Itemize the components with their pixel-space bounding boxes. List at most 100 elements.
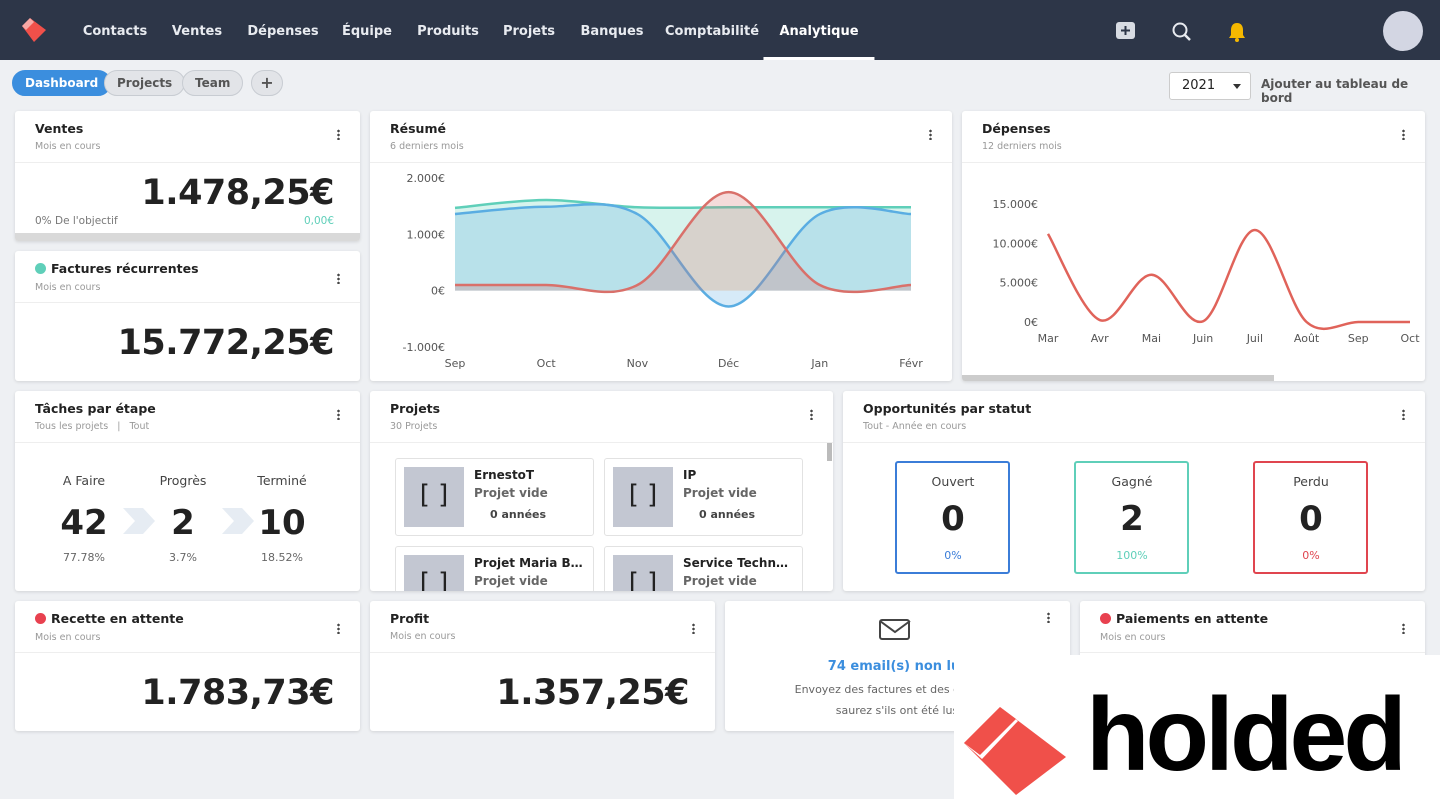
nav-item[interactable]: Analytique — [763, 0, 875, 60]
tab[interactable]: + — [251, 70, 283, 96]
card-subtitle: Tous les projets — [35, 421, 109, 432]
email-text: Envoyez des factures et des devis pa — [794, 683, 1000, 696]
taches-card: Tâches par étape Tous les projets | Tout … — [15, 391, 360, 591]
stage-count: 42 — [60, 503, 108, 543]
stage-label: Terminé — [257, 473, 307, 488]
card-title: Opportunités par statut — [863, 401, 1032, 416]
filter[interactable]: Tout — [129, 421, 150, 432]
scrollbar — [827, 443, 832, 461]
amount: 15.772,25€ — [117, 323, 335, 363]
card-subtitle: 12 derniers mois — [982, 141, 1062, 152]
year-select[interactable]: 2021 — [1169, 72, 1251, 100]
area — [455, 199, 911, 291]
project-thumb: [ ] — [613, 555, 673, 591]
x-tick-label: Sep — [445, 357, 466, 370]
avatar[interactable] — [1383, 11, 1423, 51]
scrollbar — [962, 375, 1274, 381]
projets-card: Projets 30 Projets [ ] ErnestoT Projet vide… — [370, 391, 833, 591]
status-count: 0 — [1299, 499, 1323, 539]
objective-value: 0,00€ — [303, 215, 334, 227]
project-thumb: [ ] — [613, 467, 673, 527]
tab[interactable]: Dashboard — [12, 70, 112, 96]
search-icon[interactable] — [1171, 21, 1193, 43]
logo-overlay: holded — [954, 655, 1440, 799]
line — [455, 190, 912, 294]
status-box: Ouvert 0 0% — [895, 461, 1010, 574]
status-box: Perdu 0 0% — [1253, 461, 1368, 574]
menu[interactable] — [929, 129, 932, 140]
stage-label: A Faire — [62, 473, 106, 488]
project-item[interactable]: [ ] Projet Maria B… Projet vide — [395, 546, 594, 591]
card-title: Résumé — [390, 121, 446, 136]
line — [1046, 228, 1410, 330]
x-tick-label: Mai — [1142, 332, 1161, 345]
menu[interactable] — [1402, 129, 1405, 140]
project-name: Projet Maria B… — [474, 556, 583, 570]
card-title: Factures récurrentes — [51, 261, 199, 276]
depenses-card: Dépenses 12 derniers mois 15.000€ 10.000€ 5… — [962, 111, 1425, 381]
nav-item[interactable]: Contacts — [82, 24, 148, 39]
status-box: Gagné 2 100% — [1074, 461, 1189, 574]
menu[interactable] — [1402, 623, 1405, 634]
nav-item[interactable]: Banques — [580, 24, 644, 39]
x-tick-label: Déc — [718, 357, 739, 370]
project-status: Projet vide — [474, 486, 548, 500]
card-title: Tâches par étape — [35, 401, 156, 416]
project-item[interactable]: [ ] ErnestoT Projet vide 0 années — [395, 458, 594, 536]
nav-item[interactable]: Produits — [417, 24, 479, 39]
project-name: ErnestoT — [474, 468, 535, 482]
holded-logo-icon — [964, 707, 1066, 795]
email-count[interactable]: 74 email(s) non lu( — [827, 659, 967, 674]
y-tick-label: 0€ — [431, 285, 445, 298]
menu[interactable] — [337, 409, 340, 420]
status-pct: 0% — [944, 549, 962, 562]
x-tick-label: Avr — [1091, 332, 1109, 345]
card-title: Ventes — [35, 121, 84, 136]
menu[interactable] — [1402, 409, 1405, 420]
card-title: Profit — [390, 611, 430, 626]
status-count: 2 — [1120, 499, 1144, 539]
notifications-icon[interactable] — [1227, 21, 1247, 43]
recette-card: Recette en attente Mois en cours 1.783,73… — [15, 601, 360, 731]
nav-item[interactable]: Projets — [502, 24, 556, 39]
stage-label: Progrès — [159, 473, 207, 488]
nav-item[interactable]: Dépenses — [247, 24, 319, 39]
x-tick-label: Juil — [1246, 332, 1263, 345]
status-pct: 100% — [1116, 549, 1148, 562]
project-item[interactable]: [ ] Service Techn… Projet vide — [604, 546, 803, 591]
nav-item[interactable]: Comptabilité — [664, 24, 760, 39]
y-tick-label: 2.000€ — [407, 172, 446, 185]
menu[interactable] — [1047, 612, 1050, 623]
stage-pct: 3.7% — [169, 551, 197, 564]
project-age: 0 années — [699, 508, 756, 521]
card-subtitle: Mois en cours — [1100, 632, 1166, 643]
card-title: Paiements en attente — [1116, 611, 1269, 626]
project-item[interactable]: [ ] IP Projet vide 0 années — [604, 458, 803, 536]
tab[interactable]: Team — [182, 70, 244, 96]
nav-item[interactable]: Ventes — [171, 24, 223, 39]
tab[interactable]: Projects — [104, 70, 186, 96]
card-title: Dépenses — [982, 121, 1051, 136]
card-subtitle: Mois en cours — [35, 141, 101, 152]
x-tick-label: Juin — [1192, 332, 1213, 345]
y-tick-label: 15.000€ — [993, 198, 1039, 211]
x-tick-label: Mar — [1038, 332, 1059, 345]
add-to-dashboard[interactable]: Ajouter au tableau de bord — [1261, 77, 1409, 105]
project-name: Service Techn… — [683, 556, 788, 570]
add-icon[interactable] — [1115, 21, 1137, 41]
nav-item[interactable]: Équipe — [341, 24, 393, 39]
menu[interactable] — [810, 409, 813, 420]
chevron — [222, 508, 254, 534]
menu[interactable] — [692, 623, 695, 634]
status-pct: 0% — [1302, 549, 1320, 562]
x-tick-label: Sep — [1348, 332, 1369, 345]
menu[interactable] — [337, 273, 340, 284]
factures-card: Factures récurrentes Mois en cours 15.772… — [15, 251, 360, 381]
amount: 1.478,25€ — [141, 173, 334, 213]
app-logo[interactable] — [20, 17, 48, 43]
card-subtitle: Mois en cours — [390, 631, 456, 642]
status-count: 0 — [941, 499, 965, 539]
status-label: Perdu — [1293, 474, 1329, 489]
menu[interactable] — [337, 623, 340, 634]
menu[interactable] — [337, 129, 340, 140]
